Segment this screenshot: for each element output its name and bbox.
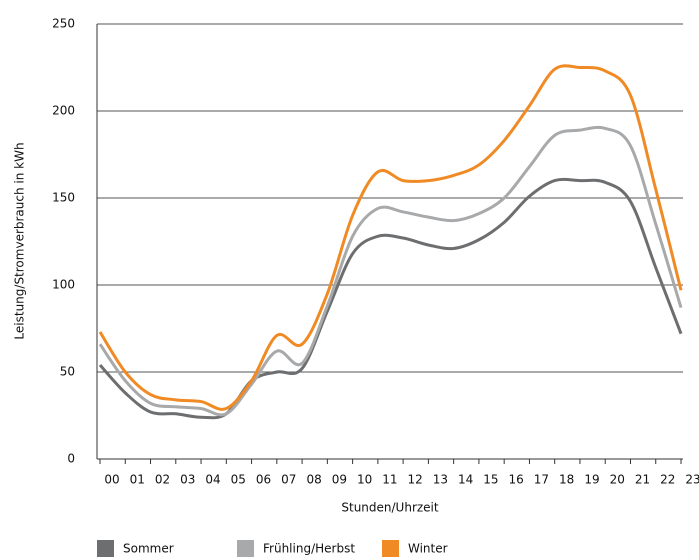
legend-swatch — [237, 540, 254, 557]
x-tick-label: 23 — [685, 473, 699, 487]
x-tick-label: 06 — [256, 473, 271, 487]
x-tick-label: 02 — [155, 473, 170, 487]
legend-label: Sommer — [123, 542, 174, 556]
x-tick-label: 16 — [509, 473, 524, 487]
series-line — [98, 64, 683, 411]
x-tick-label: 00 — [104, 473, 119, 487]
x-tick-label: 12 — [407, 473, 422, 487]
y-tick-label: 200 — [52, 104, 75, 118]
x-tick-label: 05 — [231, 473, 246, 487]
x-tick-label: 09 — [332, 473, 347, 487]
y-tick-label: 250 — [52, 17, 75, 31]
series-line — [98, 177, 683, 420]
x-tick-label: 04 — [205, 473, 220, 487]
legend-label: Winter — [408, 542, 448, 556]
y-axis-label: Leistung/Stromverbrauch in kWh — [13, 142, 27, 339]
x-tick-label: 01 — [130, 473, 145, 487]
x-tick-label: 08 — [306, 473, 321, 487]
legend-swatch — [382, 540, 399, 557]
legend-swatch — [97, 540, 114, 557]
x-tick-label: 19 — [584, 473, 599, 487]
x-tick-label: 17 — [534, 473, 549, 487]
x-tick-label: 11 — [382, 473, 397, 487]
x-tick-label: 20 — [610, 473, 625, 487]
x-tick-label: 13 — [433, 473, 448, 487]
x-tick-label: 03 — [180, 473, 195, 487]
x-tick-label: 10 — [357, 473, 372, 487]
x-tick-label: 22 — [660, 473, 675, 487]
x-tick-label: 14 — [458, 473, 473, 487]
y-tick-label: 0 — [67, 452, 75, 466]
x-tick-label: 07 — [281, 473, 296, 487]
series-line — [98, 125, 683, 417]
y-tick-label: 100 — [52, 278, 75, 292]
x-tick-label: 18 — [559, 473, 574, 487]
x-axis-label: Stunden/Uhrzeit — [341, 501, 439, 515]
x-tick-label: 21 — [635, 473, 650, 487]
x-tick-label: 15 — [483, 473, 498, 487]
y-tick-label: 50 — [60, 365, 75, 379]
y-tick-label: 150 — [52, 191, 75, 205]
legend-label: Frühling/Herbst — [263, 542, 355, 556]
